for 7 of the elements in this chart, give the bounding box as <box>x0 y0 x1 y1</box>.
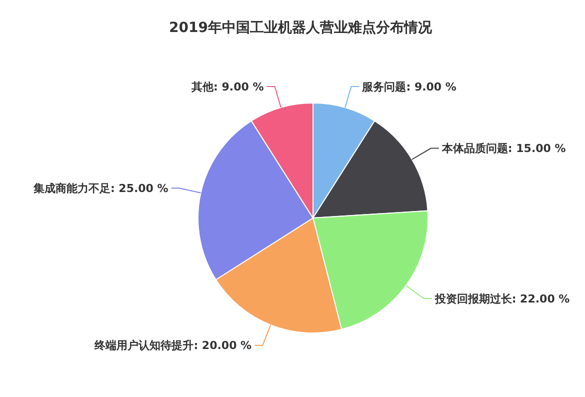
slice-label: 终端用户认知待提升: 20.00 % <box>94 339 252 352</box>
slice-label: 本体品质问题: 15.00 % <box>440 142 566 156</box>
slice-label: 集成商能力不足: 25.00 % <box>32 182 168 195</box>
slice-label: 投资回报期过长: 22.00 % <box>434 292 570 306</box>
slice-label: 其他: 9.00 % <box>190 80 264 94</box>
chart-title: 2019年中国工业机器人营业难点分布情况 <box>169 20 433 36</box>
slice-label: 服务问题: 9.00 % <box>361 80 456 94</box>
